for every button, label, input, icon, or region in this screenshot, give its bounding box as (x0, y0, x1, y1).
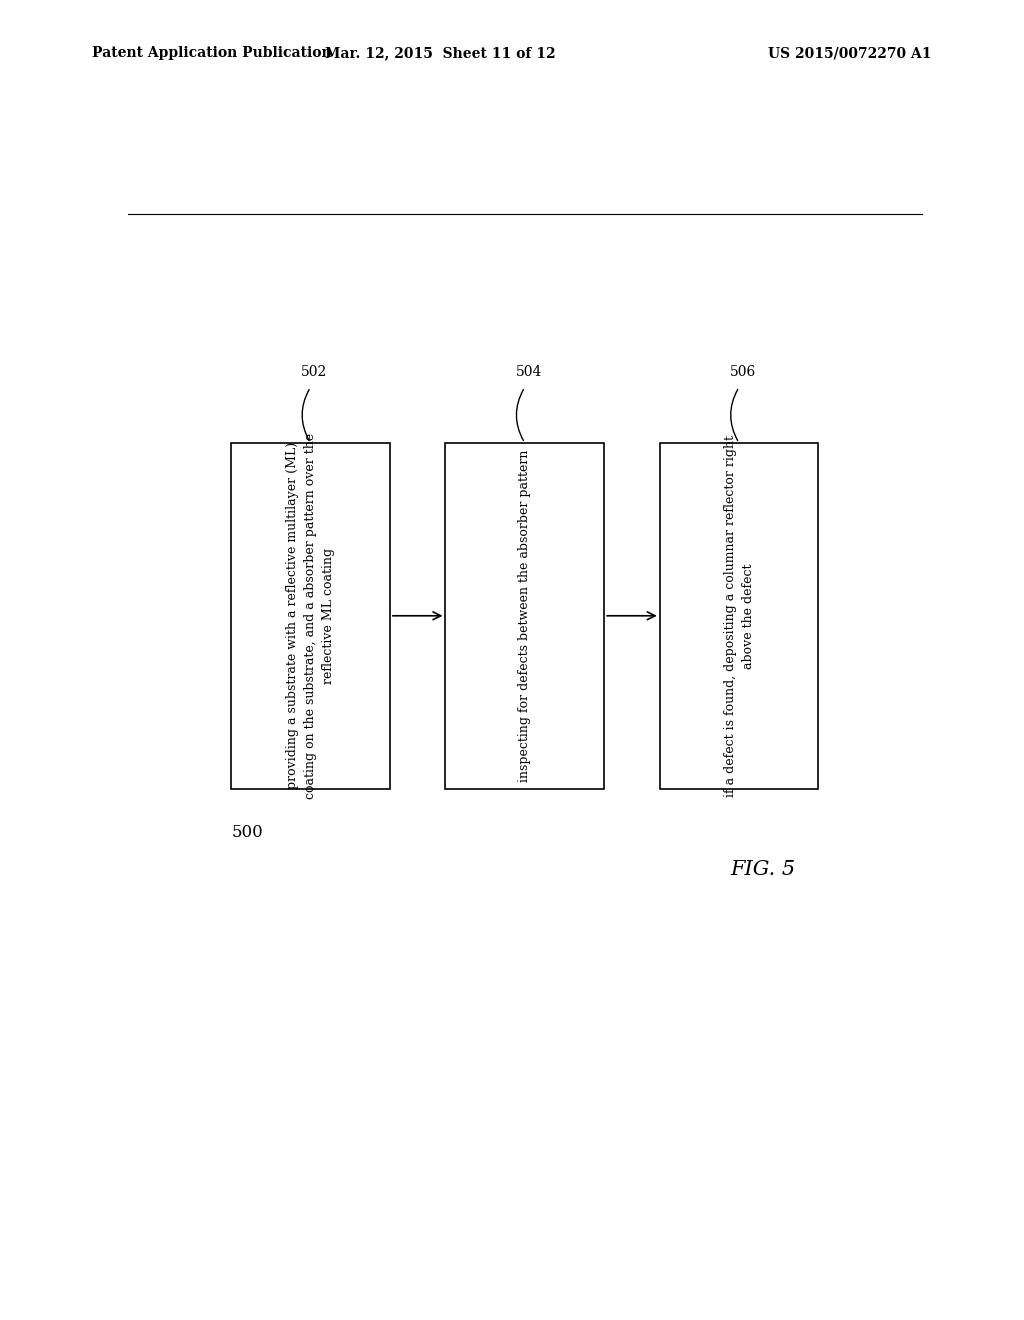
Bar (231, 444, 390, 788)
Text: Mar. 12, 2015  Sheet 11 of 12: Mar. 12, 2015 Sheet 11 of 12 (325, 46, 556, 61)
Text: 504: 504 (515, 364, 542, 379)
Text: Patent Application Publication: Patent Application Publication (92, 46, 332, 61)
Text: 500: 500 (231, 824, 263, 841)
Bar (445, 444, 604, 788)
Text: 502: 502 (301, 364, 328, 379)
Bar (659, 444, 818, 788)
Text: US 2015/0072270 A1: US 2015/0072270 A1 (768, 46, 932, 61)
Text: if a defect is found, depositing a columnar reflector right
above the defect: if a defect is found, depositing a colum… (724, 434, 755, 797)
Text: providing a substrate with a reflective multilayer (ML)
coating on the substrate: providing a substrate with a reflective … (286, 433, 335, 799)
Text: 506: 506 (730, 364, 756, 379)
Text: inspecting for defects between the absorber pattern: inspecting for defects between the absor… (518, 450, 531, 781)
Text: FIG. 5: FIG. 5 (730, 859, 796, 879)
